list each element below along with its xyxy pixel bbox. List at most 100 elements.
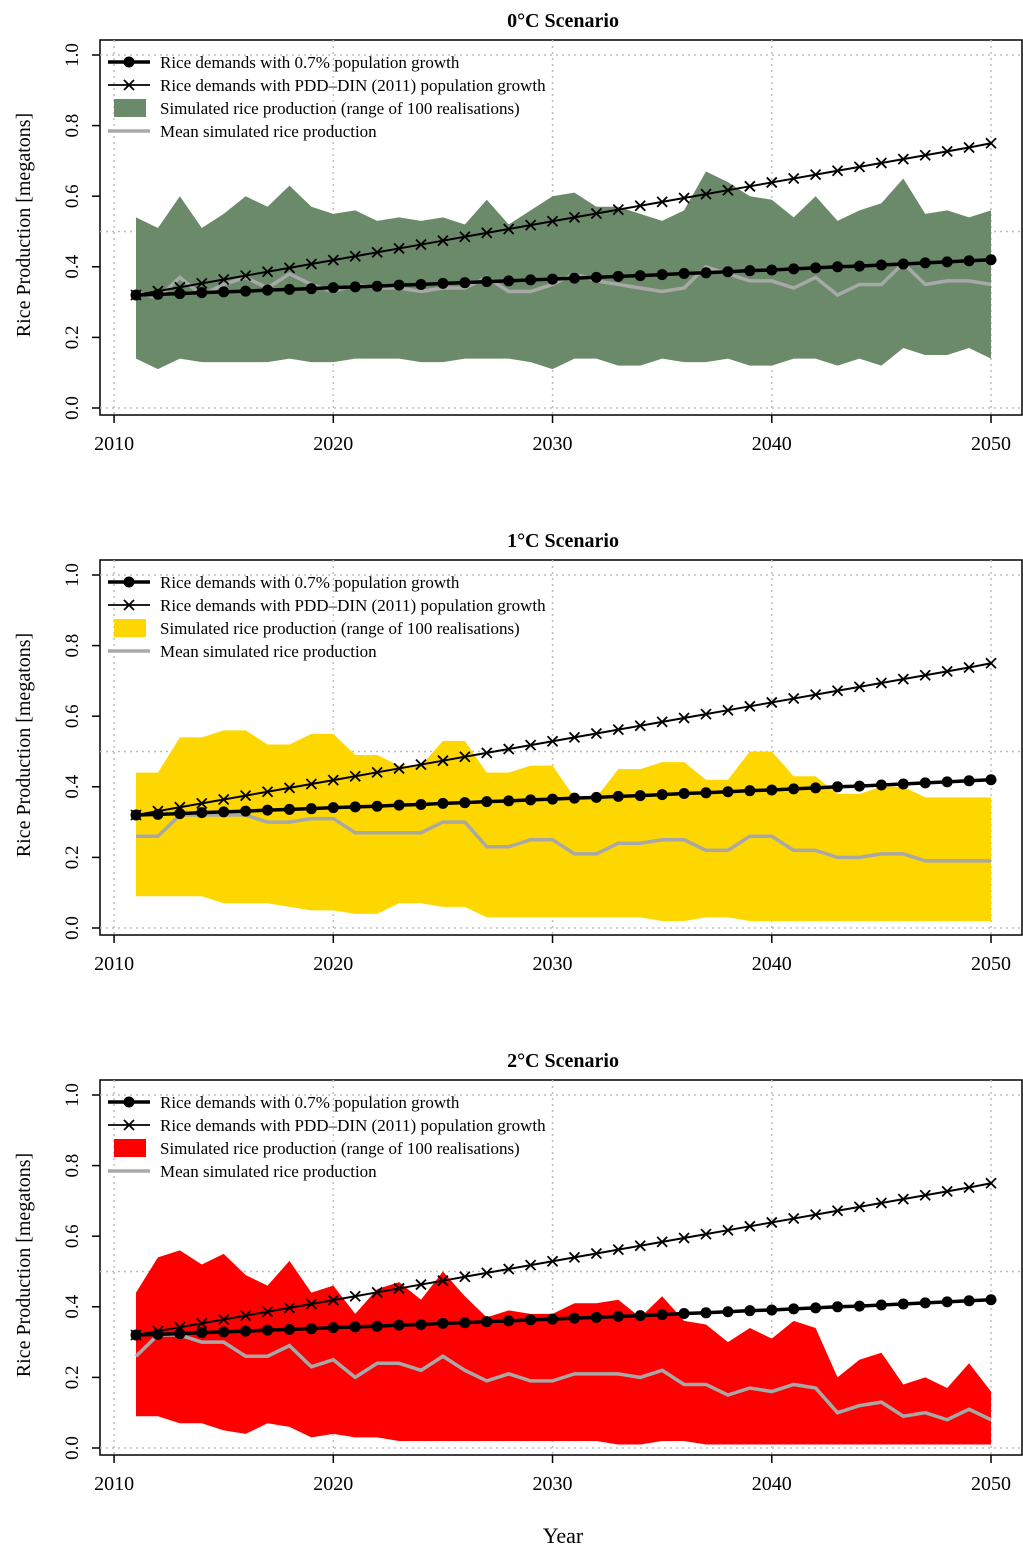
x-tick-label: 2020	[313, 433, 353, 455]
demand-pdd-marker	[656, 196, 668, 208]
demand-07-marker	[897, 1298, 909, 1310]
legend: Rice demands with 0.7% population growth…	[108, 53, 546, 141]
legend-label-mean: Mean simulated rice production	[160, 642, 377, 661]
y-axis-label: Rice Production [megatons]	[13, 1153, 35, 1377]
demand-07-marker	[590, 271, 602, 283]
demand-pdd-marker	[853, 161, 866, 173]
demand-pdd-marker	[415, 238, 427, 251]
demand-pdd-marker	[700, 188, 712, 200]
demand-07-marker	[832, 261, 844, 273]
demand-pdd-marker	[656, 1236, 668, 1248]
demand-07-marker	[590, 791, 602, 803]
demand-07-marker	[853, 780, 865, 792]
demand-07-marker	[196, 1327, 208, 1339]
mean-simulated-line	[134, 1333, 992, 1422]
demand-07-marker	[174, 288, 186, 300]
demand-pdd-marker	[283, 262, 296, 274]
demand-07-marker	[130, 1329, 142, 1341]
demand-pdd-marker	[327, 1294, 339, 1306]
demand-pdd-marker	[853, 1201, 866, 1213]
demand-07-marker	[941, 1296, 953, 1308]
demand-pdd-marker	[568, 731, 581, 744]
demand-07-marker	[218, 806, 230, 818]
demand-07-marker	[371, 800, 383, 812]
demand-07-marker	[174, 808, 186, 820]
x-tick-label: 2040	[752, 433, 792, 455]
x-tick-label: 2020	[313, 1473, 353, 1495]
demand-07-marker	[459, 1317, 471, 1329]
demand-07-marker	[766, 1304, 778, 1316]
demand-07-marker	[897, 778, 909, 790]
demand-pdd-marker	[371, 1286, 383, 1298]
demand-07-marker	[218, 1326, 230, 1338]
demand-07-line	[135, 257, 992, 297]
x-tick-label: 2050	[971, 1473, 1011, 1495]
chart-title: 1°C Scenario	[507, 530, 619, 552]
legend-swatch-range	[114, 619, 146, 637]
demand-07-marker	[810, 1302, 822, 1314]
demand-pdd-marker	[503, 223, 515, 235]
demand-pdd-line	[135, 1182, 992, 1337]
chart-panel-0: 0°C Scenario 0.0 0.2 0.4 0.6 0.8 1.0 2010 2020 20…	[62, 10, 1023, 455]
y-tick-label: 0.0	[62, 396, 83, 420]
demand-07-marker	[875, 779, 887, 791]
demand-pdd-marker	[722, 704, 734, 716]
demand-pdd-marker	[261, 786, 274, 798]
demand-07-marker	[371, 1320, 383, 1332]
y-tick-label: 0.4	[62, 254, 83, 278]
demand-07-marker	[437, 1317, 449, 1329]
x-tick-label: 2040	[752, 1473, 792, 1495]
y-tick-label: 0.2	[62, 1366, 83, 1390]
demand-07-marker	[393, 799, 405, 811]
demand-pdd-marker	[678, 1232, 690, 1244]
legend-marker-demand-pdd	[123, 1119, 135, 1131]
legend-label-demand-07: Rice demands with 0.7% population growth	[160, 53, 460, 72]
demand-07-marker	[327, 1322, 339, 1334]
simulated-range-band	[136, 1250, 991, 1445]
demand-pdd-marker	[415, 1278, 427, 1291]
demand-pdd-marker	[656, 716, 668, 728]
y-tick-label: 0.4	[62, 1294, 83, 1318]
demand-07-marker	[941, 256, 953, 268]
demand-07-marker	[415, 278, 427, 290]
demand-pdd-marker	[239, 269, 252, 282]
demand-07-marker	[678, 1308, 690, 1320]
demand-pdd-marker	[766, 176, 778, 189]
demand-07-marker	[700, 1307, 712, 1319]
demand-pdd-marker	[722, 184, 734, 196]
x-axis-label: Year	[543, 1523, 584, 1548]
demand-07-line	[135, 777, 992, 817]
demand-pdd-marker	[196, 277, 208, 290]
demand-07-marker	[612, 1310, 624, 1322]
demand-pdd-marker	[788, 692, 800, 705]
demand-pdd-marker	[634, 1240, 646, 1252]
demand-pdd-marker	[327, 254, 339, 266]
demand-07-marker	[919, 777, 931, 789]
demand-pdd-marker	[239, 789, 252, 802]
demand-pdd-marker	[524, 739, 537, 751]
legend-marker-demand-pdd	[123, 599, 135, 611]
demand-07-marker	[481, 1316, 493, 1328]
demand-pdd-line	[135, 142, 992, 297]
demand-07-marker	[788, 1303, 800, 1315]
chart-panel-2: 2°C Scenario 0.0 0.2 0.4 0.6 0.8 1.0 2010 2020 20…	[62, 1050, 1023, 1495]
y-tick-label: 0.4	[62, 774, 83, 798]
demand-07-marker	[722, 786, 734, 798]
demand-pdd-marker	[941, 145, 953, 158]
demand-pdd-marker	[196, 1317, 208, 1330]
demand-pdd-marker	[985, 1177, 997, 1189]
y-tick-label: 0.6	[62, 704, 83, 728]
demand-07-marker	[722, 266, 734, 278]
demand-pdd-marker	[327, 774, 339, 786]
demand-07-marker	[875, 1299, 887, 1311]
demand-07-marker	[810, 782, 822, 794]
demand-pdd-marker	[744, 1220, 756, 1232]
demand-07-marker	[152, 288, 164, 300]
chart-title: 2°C Scenario	[507, 1050, 619, 1072]
demand-pdd-marker	[503, 743, 515, 755]
x-tick-label: 2010	[94, 953, 134, 975]
demand-07-marker	[240, 1325, 252, 1337]
demand-pdd-marker	[788, 1212, 800, 1225]
x-tick-label: 2030	[533, 953, 573, 975]
demand-pdd-marker	[919, 669, 931, 681]
